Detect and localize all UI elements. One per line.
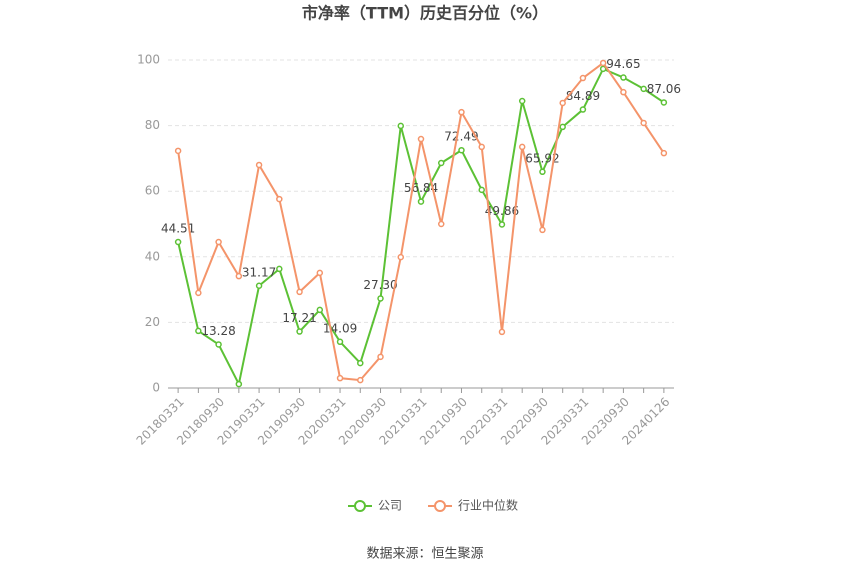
point [215,341,222,348]
legend-marker [434,500,447,512]
point [437,220,445,228]
legend-label: 行业中位数 [458,498,518,513]
point [215,238,222,246]
source: 数据来源：恒生聚源 [366,547,483,562]
point [336,338,344,346]
point [195,289,202,297]
point [377,353,384,361]
point [397,122,405,130]
chart-title: 市净率（TTM）历史百分位（%） [302,4,548,23]
point [417,198,425,205]
point [620,88,627,96]
point [235,380,243,388]
point [640,119,647,127]
point [417,135,425,143]
point [336,374,344,382]
point [640,85,647,93]
point [599,59,607,67]
legend-marker [354,500,366,512]
series-line [177,67,665,388]
point [174,238,182,246]
y-tick-label: 80 [145,118,160,132]
point [599,65,607,73]
point [559,123,566,131]
point [195,327,202,335]
value-label: 87.06 [647,82,681,96]
value-label: 72.49 [444,130,478,144]
series-line [177,61,665,382]
point [296,328,303,335]
point [660,149,668,157]
point [620,74,627,81]
point [498,328,506,336]
point [357,359,364,367]
value-label: 94.65 [606,57,640,71]
point [458,146,465,154]
point [397,253,405,261]
point [255,161,263,169]
point [316,269,324,277]
point [478,186,485,194]
point [478,143,485,151]
point [539,168,546,176]
y-tick-label: 100 [137,53,160,67]
point [357,376,364,384]
point [437,159,445,167]
point [296,288,303,296]
value-label: 44.51 [161,222,195,236]
point [174,147,182,155]
value-label: 13.28 [201,324,235,338]
point [559,99,566,107]
value-label: 84.89 [566,89,600,103]
point [579,106,587,113]
point [518,143,526,151]
point [235,272,243,280]
y-tick-label: 0 [152,381,160,395]
value-label: 49.86 [485,204,519,218]
point [498,221,506,228]
point [518,97,526,105]
point [579,74,587,82]
point [539,226,546,234]
value-label: 27.30 [363,278,397,292]
value-label: 17.21 [282,311,316,325]
y-tick-label: 20 [145,315,160,329]
legend-label: 公司 [378,499,402,513]
value-label: 65.92 [525,151,559,165]
value-label: 31.17 [242,265,276,279]
point [255,282,263,290]
point [276,195,283,203]
point [316,306,324,314]
y-tick-label: 60 [145,184,160,198]
point [458,108,465,116]
value-label: 14.09 [323,321,357,335]
y-tick-label: 40 [145,249,160,263]
point [276,265,283,273]
point [377,295,384,302]
point [660,99,668,106]
